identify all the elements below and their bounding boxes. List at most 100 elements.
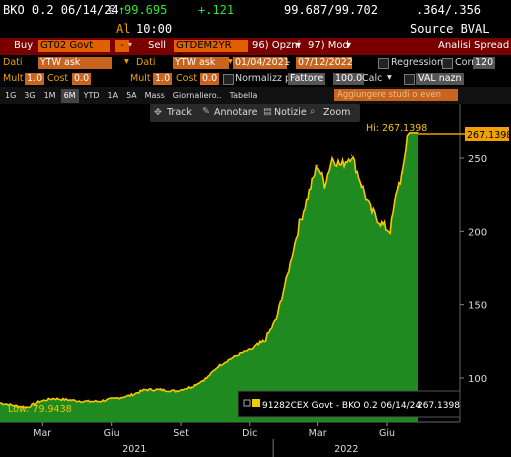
data-point-31	[381, 223, 383, 225]
period-tab-mass[interactable]: Mass	[144, 91, 165, 100]
options-menu[interactable]: 96) Opzni	[252, 40, 301, 51]
period-tab-1g[interactable]: 1G	[5, 91, 17, 100]
normalize-checkbox[interactable]	[223, 74, 234, 85]
x-tick-label: Mar	[309, 428, 327, 439]
time-prefix: Al	[116, 22, 131, 36]
last-price: 99.695	[124, 3, 168, 17]
data-point-5	[68, 399, 70, 401]
legend-checkbox[interactable]	[243, 399, 251, 407]
data-point-10	[144, 389, 146, 391]
currency-checkbox[interactable]	[404, 74, 415, 85]
options-dropdown-icon[interactable]: ▾	[296, 40, 302, 51]
data-point-4	[52, 397, 54, 400]
cost-label-left: Cost	[47, 73, 69, 84]
data-point-32	[389, 230, 391, 232]
quote-time: 10:00	[136, 22, 173, 36]
end-date-input[interactable]: 07/12/2022	[296, 57, 353, 69]
data-point-17	[240, 352, 243, 354]
series-markers	[0, 132, 419, 408]
data-label-left: Dati	[3, 57, 23, 68]
data-point-24	[317, 164, 319, 166]
x-tick-label: Mar	[33, 428, 51, 439]
period-tab-3g[interactable]: 3G	[24, 91, 36, 100]
pencil-icon[interactable]: ✎	[202, 106, 210, 117]
cost-input-left[interactable]: 0.0	[72, 73, 92, 85]
minus-operator[interactable]: -	[115, 40, 129, 52]
year-label: 2022	[334, 444, 358, 455]
data-point-29	[360, 183, 363, 185]
data-point-14	[206, 377, 208, 379]
ticker-label: BKO 0.2 06/14/24	[3, 3, 119, 17]
data-point-28	[351, 154, 353, 156]
data-point-2	[27, 406, 29, 408]
factor-value-input[interactable]: 100.0	[333, 73, 365, 85]
period-tabs: 1G 3G 1M 6M YTD 1A 5A Mass Giornaliero.. Tabella	[2, 89, 260, 103]
mult-label-right: Mult	[130, 73, 151, 84]
chart-toolbar: ✥ Track ✎ Annotare ▤ Notizie ⌕ Zoom	[150, 104, 360, 122]
data-field-right[interactable]: YTW ask	[173, 57, 229, 69]
legend-swatch	[252, 399, 260, 407]
data-point-33	[397, 186, 399, 188]
period-tab-ytd[interactable]: YTD	[83, 91, 100, 100]
annotate-button[interactable]: Annotare	[214, 107, 258, 118]
data-point-23	[310, 186, 312, 188]
news-button[interactable]: Notizie	[274, 107, 307, 118]
regression-checkbox[interactable]	[378, 58, 389, 69]
data-dropdown-icon-right[interactable]: ▾	[228, 56, 233, 67]
sell-security-input[interactable]: GTDEM2YR Cor	[174, 40, 248, 63]
period-tab-1a[interactable]: 1A	[107, 91, 119, 100]
settings-row-mult: Mult 1.0 Cost 0.0 Mult 1.0 Cost 0.0 Norm…	[0, 71, 511, 87]
price-change: +.121	[198, 3, 235, 17]
zoom-icon[interactable]: ⌕	[310, 106, 316, 117]
track-button[interactable]: Track	[167, 107, 192, 118]
data-point-27	[340, 164, 342, 166]
data-field-left[interactable]: YTW ask	[38, 57, 112, 69]
corr-value-input[interactable]: 120	[473, 57, 496, 69]
buy-security-input[interactable]: GT02 Govt	[38, 40, 110, 52]
y-tick-label: 200	[468, 227, 487, 238]
low-annotation: Low: 79.9438	[8, 404, 72, 415]
last-value-box	[465, 127, 509, 141]
x-tick-label: Dic	[242, 428, 257, 439]
date-separator: -	[287, 57, 291, 68]
series-line	[0, 132, 418, 409]
data-point-37	[417, 132, 419, 134]
period-tab-bar: 1G 3G 1M 6M YTD 1A 5A Mass Giornaliero.. Tabella …	[0, 87, 511, 104]
factor-field[interactable]: Fattore	[288, 73, 326, 85]
data-point-7	[98, 400, 100, 403]
data-point-20	[275, 318, 277, 320]
mult-input-left[interactable]: 1.0	[25, 73, 45, 85]
start-date-input[interactable]: 01/04/2021	[233, 57, 290, 69]
period-tab-6m[interactable]: 6M	[60, 89, 79, 103]
cost-input-right[interactable]: 0.0	[200, 73, 220, 85]
operator-dropdown-icon[interactable]: ▾	[128, 40, 133, 49]
y-tick-label: 150	[468, 301, 487, 312]
mult-label-left: Mult	[3, 73, 24, 84]
modify-menu[interactable]: 97) Mod	[308, 40, 349, 51]
add-studies-input[interactable]: Aggiungere studi o even	[334, 89, 458, 101]
data-point-36	[409, 132, 411, 134]
normalize-label: Normalizz p/	[235, 73, 295, 84]
calc-label[interactable]: Calc	[362, 73, 383, 84]
news-icon[interactable]: ▤	[263, 106, 272, 117]
data-point-6	[83, 400, 85, 403]
sell-label: Sell	[148, 40, 167, 51]
data-dropdown-icon-left[interactable]: ▾	[124, 56, 129, 67]
data-point-22	[298, 223, 301, 225]
currency-field[interactable]: VAL nazn	[416, 73, 464, 85]
track-icon[interactable]: ✥	[154, 107, 162, 118]
period-tab-giornaliero[interactable]: Giornaliero..	[172, 91, 222, 100]
corr-checkbox[interactable]	[442, 58, 453, 69]
data-label-right: Dati	[136, 57, 156, 68]
mult-input-right[interactable]: 1.0	[153, 73, 173, 85]
calc-dropdown-icon[interactable]: ▾	[387, 72, 392, 83]
zoom-button[interactable]: Zoom	[323, 107, 351, 118]
modify-dropdown-icon[interactable]: ▾	[346, 40, 352, 51]
period-tab-1m[interactable]: 1M	[43, 91, 56, 100]
security-subheader: Al 10:00 Source BVAL	[0, 20, 511, 38]
period-tab-tabella[interactable]: Tabella	[229, 91, 258, 100]
currency-symbol: €	[108, 3, 116, 17]
period-tab-5a[interactable]: 5A	[126, 91, 137, 100]
